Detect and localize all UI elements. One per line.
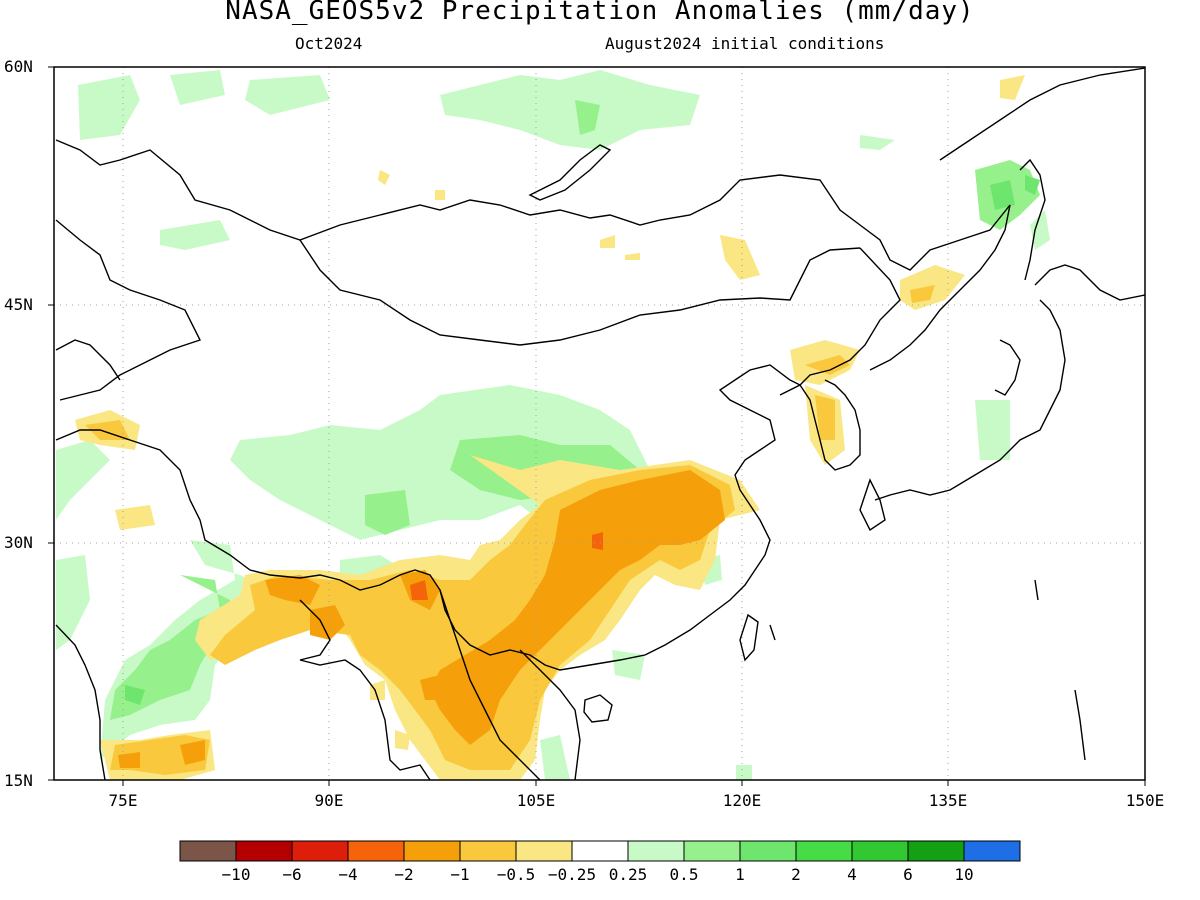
figure-title: NASA_GEOS5v2 Precipitation Anomalies (mm… <box>225 0 975 26</box>
colorbar-label: −0.25 <box>548 865 596 884</box>
lon-label-150e: 150E <box>1126 791 1165 810</box>
lon-label-135e: 135E <box>929 791 968 810</box>
lat-label-30n: 30N <box>4 533 33 552</box>
colorbar-label: 0.25 <box>609 865 648 884</box>
colorbar-swatch <box>795 840 853 862</box>
colorbar-swatch <box>347 840 405 862</box>
graticule <box>54 67 1145 780</box>
colorbar-swatch <box>627 840 685 862</box>
colorbar-label: 4 <box>847 865 857 884</box>
colorbar-swatch <box>515 840 573 862</box>
lat-axis: 60N 45N 30N 15N <box>4 57 54 790</box>
coastlines-borders <box>55 67 1145 780</box>
colorbar-swatch <box>683 840 741 862</box>
lon-label-120e: 120E <box>723 791 762 810</box>
colorbar-swatch <box>291 840 349 862</box>
colorbar-swatch <box>739 840 797 862</box>
colorbar-swatch <box>907 840 965 862</box>
lon-label-75e: 75E <box>109 791 138 810</box>
anomaly-shading <box>56 70 1050 780</box>
colorbar-swatch <box>459 840 517 862</box>
lon-label-90e: 90E <box>315 791 344 810</box>
colorbar-label: 1 <box>735 865 745 884</box>
colorbar-label: 6 <box>903 865 913 884</box>
valid-month-label: Oct2024 <box>295 34 363 53</box>
colorbar-label: −6 <box>282 865 301 884</box>
colorbar-swatch <box>571 840 629 862</box>
colorbar-label: 2 <box>791 865 801 884</box>
colorbar-label: −10 <box>222 865 251 884</box>
lat-label-45n: 45N <box>4 295 33 314</box>
lon-label-105e: 105E <box>517 791 556 810</box>
colorbar-label: −4 <box>338 865 357 884</box>
lon-axis: 75E 90E 105E 120E 135E 150E <box>109 780 1165 810</box>
colorbar-label: −1 <box>450 865 469 884</box>
colorbar-label: 0.5 <box>670 865 699 884</box>
colorbar-label: −0.5 <box>497 865 536 884</box>
init-conditions-label: August2024 initial conditions <box>605 34 885 53</box>
colorbar-swatch <box>403 840 461 862</box>
colorbar-swatch <box>851 840 909 862</box>
colorbar: −10 −6 −4 −2 −1 −0.5 −0.25 0.25 0.5 1 2 4 6 10 <box>179 840 1021 884</box>
colorbar-label: −2 <box>394 865 413 884</box>
colorbar-swatch <box>235 840 293 862</box>
colorbar-label: 10 <box>954 865 973 884</box>
map-frame <box>53 66 1146 781</box>
lat-label-15n: 15N <box>4 771 33 790</box>
colorbar-swatch <box>963 840 1021 862</box>
lat-label-60n: 60N <box>4 57 33 76</box>
colorbar-swatch <box>179 840 237 862</box>
